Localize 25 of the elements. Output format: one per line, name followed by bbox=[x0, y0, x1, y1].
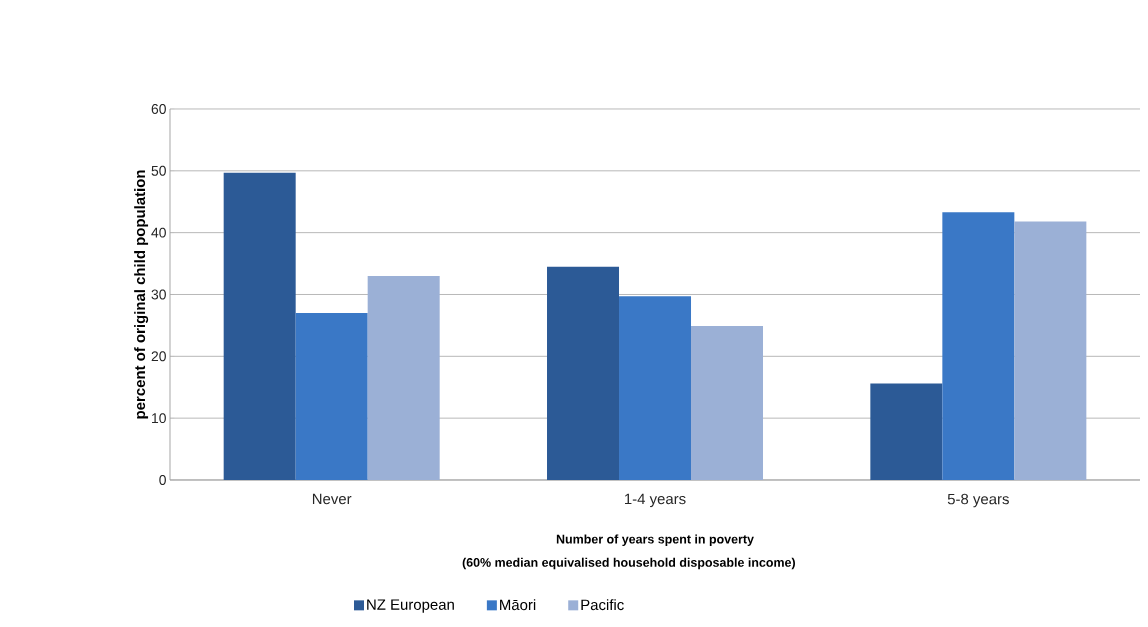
y-axis-title: percent of original child population bbox=[134, 170, 149, 419]
text: (60% median equivalised household disposable income) bbox=[462, 557, 795, 570]
y-tick-label: 10 bbox=[152, 413, 166, 424]
bar bbox=[942, 212, 1015, 480]
x-tick-label: Never bbox=[312, 493, 352, 505]
x-tick-label: 1-4 years bbox=[625, 493, 686, 508]
bar bbox=[691, 326, 764, 480]
y-tick-label: 40 bbox=[151, 227, 166, 238]
y-tick-label: 50 bbox=[151, 165, 166, 176]
y-tick-label: 60 bbox=[151, 104, 166, 114]
x-axis-title: Number of years spent in poverty bbox=[556, 534, 754, 546]
y-tick-label: 30 bbox=[151, 289, 166, 300]
legend-label: Māori bbox=[500, 599, 536, 611]
bar bbox=[870, 383, 943, 480]
y-tick-label: 20 bbox=[151, 351, 166, 362]
bar bbox=[367, 275, 440, 480]
bar bbox=[223, 172, 296, 480]
bar bbox=[295, 313, 368, 480]
legend-label: Pacific bbox=[581, 599, 624, 611]
bar bbox=[547, 266, 620, 480]
legend-label: NZ European bbox=[367, 599, 454, 613]
y-tick-label: 0 bbox=[159, 475, 166, 485]
bar bbox=[1014, 221, 1087, 480]
x-tick-label: 5-8 years bbox=[947, 493, 1009, 508]
bar bbox=[619, 296, 692, 480]
